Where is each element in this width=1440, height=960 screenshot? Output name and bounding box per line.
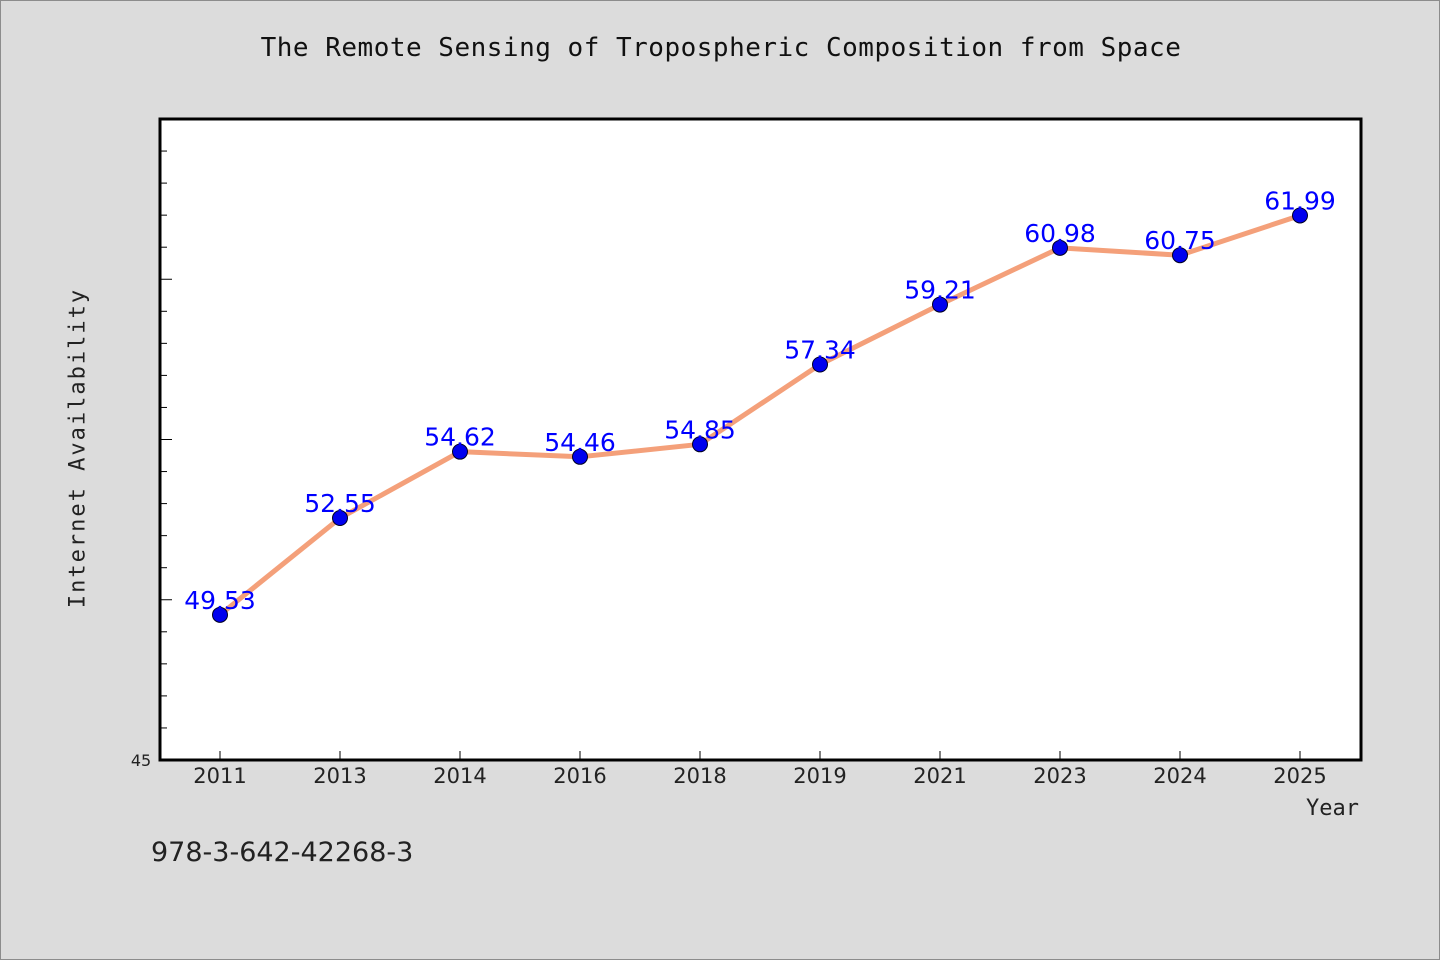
chart-title: The Remote Sensing of Tropospheric Compo…: [260, 33, 1182, 63]
data-point: [572, 448, 588, 465]
data-label: 60.98: [1024, 219, 1096, 248]
y-axis-min-label: 45: [131, 751, 151, 770]
x-axis-ticks: 2011 2013 2014 2016 2018 2019 2021 2023 2024 2025: [193, 751, 1327, 788]
x-tick-label: 2019: [793, 764, 846, 788]
data-label: 60.75: [1144, 226, 1216, 255]
series-line: [217, 212, 1303, 618]
data-label: 57.34: [784, 336, 856, 365]
data-label: 49.53: [184, 586, 256, 615]
data-point: [692, 436, 708, 453]
x-tick-label: 2023: [1033, 764, 1086, 788]
x-tick-label: 2018: [673, 764, 726, 788]
data-label: 54.46: [544, 428, 616, 457]
y-axis-ticks: [160, 150, 172, 729]
isbn-annotation: 978-3-642-42268-3: [151, 837, 414, 868]
data-markers: [212, 207, 1308, 623]
data-labels: 49.53 52.55 54.62 54.46 54.85 57.34 59.21 60.98…: [184, 186, 1336, 614]
data-label: 54.62: [424, 423, 496, 452]
plot-area: [158, 117, 1363, 762]
x-axis-title: Year: [1306, 796, 1359, 821]
x-tick-label: 2025: [1273, 764, 1326, 788]
data-point: [332, 510, 348, 527]
data-label: 61.99: [1264, 186, 1336, 215]
x-tick-label: 2011: [193, 764, 246, 788]
data-label: 59.21: [904, 276, 976, 305]
data-point: [812, 356, 828, 373]
data-point: [932, 296, 948, 313]
data-label: 54.85: [664, 415, 736, 444]
data-point: [452, 443, 468, 460]
x-tick-label: 2016: [553, 764, 606, 788]
data-point: [1292, 207, 1308, 224]
data-point: [212, 606, 228, 623]
data-point: [1052, 239, 1068, 256]
x-tick-label: 2024: [1153, 764, 1206, 788]
x-tick-label: 2021: [913, 764, 966, 788]
x-tick-label: 2014: [433, 764, 486, 788]
x-tick-label: 2013: [313, 764, 366, 788]
data-point: [1172, 247, 1188, 264]
data-label: 52.55: [304, 489, 376, 518]
